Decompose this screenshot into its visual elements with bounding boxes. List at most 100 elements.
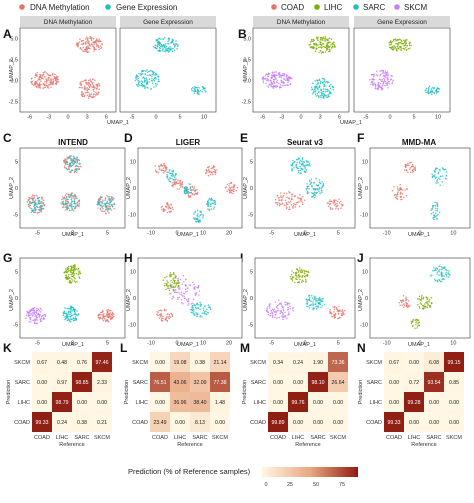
heatmap-cell xyxy=(444,412,464,432)
panel-b-left-frame xyxy=(252,27,350,113)
intend-gex-3 xyxy=(97,196,115,211)
panel-intend-modality-ytick: -5 xyxy=(13,213,18,219)
legend-label-dna-methylation: DNA Methylation xyxy=(30,3,90,12)
panel-liger-modality-ytick: 0 xyxy=(133,186,136,192)
heatmap-cell-label: 0.00 xyxy=(449,420,459,426)
mmdma-lihc xyxy=(416,294,433,310)
panel-liger-modality-xtick: 0 xyxy=(175,231,178,237)
row1-strips: DNA Methylation Gene Expression DNA Meth… xyxy=(20,16,450,27)
heatmap-cell xyxy=(72,392,92,412)
heatmap-cell-label: 73.36 xyxy=(332,360,345,366)
heatmap-cell xyxy=(384,392,404,412)
panel-mmdma-cancer-frame xyxy=(369,257,471,339)
panel-intend-cancer-xtick: 0 xyxy=(71,341,74,347)
panel-b-right-frame xyxy=(353,27,451,113)
panel-a-left-ytick: -2.5 xyxy=(9,100,18,106)
heatmap-cell-label: 0.00 xyxy=(429,420,439,426)
heatmap-cell-label: 0.00 xyxy=(333,420,343,426)
heatmap-cell xyxy=(190,392,210,412)
panel-a-right-frame xyxy=(119,27,217,113)
panel-intend-modality-ytick: 0 xyxy=(15,186,18,192)
row1-a-xlabel: UMAP_1 xyxy=(107,120,129,126)
heatmap-cell-label: 0.00 xyxy=(273,400,283,406)
panel-letter-h: H xyxy=(124,251,133,265)
panel-b-left-xtick: -3 xyxy=(279,115,284,121)
heatmap-ytick: COAD xyxy=(366,420,382,426)
heatmap-ytick: COAD xyxy=(14,420,30,426)
heatmap-xtick: LIHC xyxy=(408,435,421,441)
panel-b-left-xtick: -6 xyxy=(260,115,265,121)
panel-letter-l: L xyxy=(120,341,127,355)
panel-intend-cancer-frame xyxy=(19,257,126,339)
panel-b-left-ytick: -2.5 xyxy=(242,100,251,106)
heatmap-xtick: SARC xyxy=(310,435,325,441)
panel-mmdma-cancer-ytick: 0 xyxy=(365,296,368,302)
panel-seurat-cancer-xtick: 0 xyxy=(303,341,306,347)
legend-dot-dna-methylation xyxy=(19,4,25,10)
heatmap-cell xyxy=(384,352,404,372)
heatmap-xtick: SARC xyxy=(74,435,89,441)
panel-intend-cancer-ytick: 0 xyxy=(15,296,18,302)
heatmap-ytick: LIHC xyxy=(17,400,30,406)
colorbar: Prediction (% of Reference samples) 0 25… xyxy=(128,467,358,488)
liger-gex-2 xyxy=(206,197,217,211)
heatmap-cell xyxy=(92,392,112,412)
panel-seurat-cancer-ytick: -5 xyxy=(248,323,253,329)
heatmap-xtick: SKCM xyxy=(94,435,110,441)
panel-liger-modality-ytick: 10 xyxy=(130,159,136,165)
colorbar-tick-50: 50 xyxy=(313,482,319,488)
panel-mmdma-modality-ytick: 0 xyxy=(365,186,368,192)
panel-mmdma-modality-frame xyxy=(369,147,471,229)
heatmap-cell-label: 0.85 xyxy=(449,380,459,386)
heatmap-cell xyxy=(170,412,190,432)
heatmap-cell xyxy=(72,412,92,432)
colorbar-tick-0: 0 xyxy=(264,482,267,488)
method-title-liger: LIGER xyxy=(176,138,201,147)
panel-liger-cancer-frame xyxy=(137,257,243,339)
e-ylabel: UMAP_2 xyxy=(243,177,249,199)
heatmap-cell-label: 0.24 xyxy=(293,360,303,366)
heatmap-xtick: LIHC xyxy=(292,435,305,441)
d-xlabel: UMAP_1 xyxy=(177,232,199,238)
heatmap-cell-label: 0.67 xyxy=(37,360,47,366)
panel-a-left-ytick: 2.5 xyxy=(10,58,18,64)
heatmap-cell-label: 0.00 xyxy=(273,380,283,386)
heatmap-cell-label: 0.00 xyxy=(389,380,399,386)
liger-dna-0 xyxy=(154,163,168,174)
panel-a-right-xtick: 10 xyxy=(201,115,207,121)
heatmap-xtick: SKCM xyxy=(330,435,346,441)
heatmap-cell xyxy=(328,412,348,432)
heatmap-cell xyxy=(444,392,464,412)
intend-coad xyxy=(97,308,115,323)
legend-dot-gene-expression xyxy=(105,4,111,10)
heatmap-cell-label: 43.06 xyxy=(174,380,187,386)
a-gex-cluster-1 xyxy=(152,37,179,53)
heatmap-cell-label: 98.85 xyxy=(76,380,89,386)
confusion-matrices: 99.33 0.24 0.38 0.21 0.00 98.79 0.00 0.00 0.00 0.… xyxy=(6,352,464,448)
heatmap-cell xyxy=(268,392,288,412)
panel-a-left-xtick: -3 xyxy=(46,115,51,121)
heatmap-cell-label: 99.33 xyxy=(36,420,49,426)
panel-liger-modality-frame xyxy=(137,147,243,229)
heatmap-cell xyxy=(288,352,308,372)
heatmap-cell xyxy=(32,372,52,392)
panel-a-left-xtick: 3 xyxy=(86,115,89,121)
a-dna-cluster-1 xyxy=(75,35,103,53)
seurat-gex-2 xyxy=(305,177,325,199)
panel-b-right-xtick: -5 xyxy=(364,115,369,121)
heatmap-cell-label: 99.76 xyxy=(292,400,305,406)
heatmap-cell-label: 38.40 xyxy=(194,400,207,406)
heatmap-ylabel: Prediction xyxy=(358,380,364,404)
legend-label-sarc: SARC xyxy=(363,3,385,12)
panel-intend-cancer-ytick: 5 xyxy=(15,269,18,275)
panel-letter-g: G xyxy=(3,251,12,265)
panel-mmdma-modality-ytick: -10 xyxy=(360,213,368,219)
panel-seurat-modality-xtick: 5 xyxy=(337,231,340,237)
b-gex-skcm xyxy=(369,69,394,91)
intend-skcm xyxy=(25,307,47,325)
heatmap-ytick: SKCM xyxy=(132,360,148,366)
a-dna-cluster-2 xyxy=(30,71,60,90)
heatmap-cell xyxy=(170,352,190,372)
heatmap-cell xyxy=(52,372,72,392)
heatmap-cell-label: 0.00 xyxy=(175,420,185,426)
